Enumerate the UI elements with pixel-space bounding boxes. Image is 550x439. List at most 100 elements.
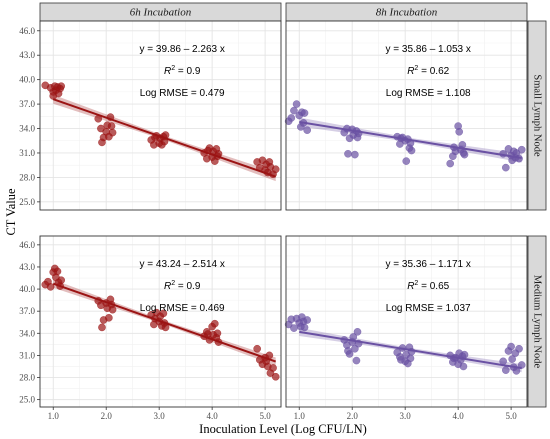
- y-tick-label: 34.0: [19, 124, 35, 134]
- data-point: [271, 165, 280, 174]
- data-point: [502, 366, 510, 374]
- y-tick-label: 34.0: [19, 328, 35, 338]
- y-tick-label: 37.0: [19, 306, 35, 316]
- data-point: [351, 150, 359, 159]
- data-point: [344, 149, 352, 158]
- data-point: [210, 319, 219, 328]
- data-point: [98, 323, 106, 332]
- r-squared: R2 = 0.62: [407, 65, 449, 77]
- y-tick-label: 40.0: [19, 75, 35, 85]
- regression-equation: y = 35.36 – 1.171 x: [386, 259, 471, 270]
- y-tick-label: 43.0: [19, 262, 35, 272]
- strip-top-label-1: 8h Incubation: [376, 7, 438, 19]
- data-point: [515, 344, 523, 353]
- data-point: [292, 100, 301, 108]
- data-point: [108, 305, 117, 314]
- x-tick-label: 2.0: [101, 411, 113, 421]
- data-point: [303, 126, 311, 134]
- y-tick-label: 25.0: [19, 197, 35, 207]
- data-point: [455, 127, 464, 136]
- data-point: [460, 350, 469, 359]
- x-tick-label: 4.0: [207, 411, 219, 421]
- data-point: [213, 329, 222, 338]
- data-point: [507, 342, 515, 351]
- data-point: [46, 283, 55, 291]
- data-point: [98, 138, 106, 147]
- panel-1: y = 35.86 – 1.053 x R2 = 0.62 Log RMSE = 1…: [284, 20, 528, 211]
- strip-right-1: [527, 235, 547, 408]
- strip-right-0: [527, 20, 547, 211]
- data-point: [344, 347, 352, 355]
- data-point: [290, 324, 298, 332]
- x-axis-title: Inoculation Level (Log CFU/LN): [199, 422, 367, 436]
- y-tick-label: 28.0: [19, 373, 35, 383]
- panel-border: [285, 20, 528, 211]
- strip-right-label-0: Small Lymph Node: [532, 74, 543, 157]
- x-tick-label: 2.0: [347, 411, 359, 421]
- regression-equation: y = 39.86 – 2.263 x: [140, 44, 225, 55]
- data-point: [517, 145, 526, 154]
- data-point: [57, 82, 65, 90]
- r-squared: R2 = 0.9: [164, 280, 201, 292]
- y-tick-label: 46.0: [19, 26, 35, 36]
- data-point: [303, 316, 311, 324]
- data-point: [253, 344, 261, 353]
- panel-border: [39, 235, 282, 408]
- regression-line: [299, 120, 522, 159]
- x-tick-label: 3.0: [154, 411, 166, 421]
- regression-line: [299, 330, 522, 370]
- x-tick-label: 1.0: [48, 411, 60, 421]
- data-point: [406, 354, 415, 363]
- data-point: [53, 267, 62, 276]
- data-point: [269, 364, 277, 372]
- data-point: [402, 157, 411, 165]
- regression-line: [52, 282, 277, 363]
- log-rmse: Log RMSE = 0.469: [140, 303, 225, 314]
- y-tick-label: 28.0: [19, 172, 35, 182]
- x-tick-label: 5.0: [505, 411, 517, 421]
- y-axis-title: CT Value: [4, 188, 18, 236]
- strip-top-label-0: 6h Incubation: [130, 7, 192, 19]
- x-tick-label: 1.0: [294, 411, 306, 421]
- data-point: [352, 356, 361, 365]
- regression-line: [52, 98, 277, 178]
- panel-bg: [286, 21, 527, 210]
- regression-equation: y = 35.86 – 1.053 x: [386, 44, 471, 55]
- data-point: [287, 114, 296, 122]
- panel-bg: [286, 236, 527, 407]
- x-tick-label: 5.0: [259, 411, 271, 421]
- y-tick-label: 31.0: [19, 350, 35, 360]
- y-tick-label: 43.0: [19, 50, 35, 60]
- data-point: [290, 106, 298, 115]
- panel-2: y = 43.24 – 2.514 x R2 = 0.9 Log RMSE = 0.…: [39, 235, 282, 408]
- x-tick-label: 3.0: [400, 411, 412, 421]
- panel-0: y = 39.86 – 2.263 x R2 = 0.9 Log RMSE = 0.…: [39, 20, 282, 211]
- y-tick-label: 25.0: [19, 395, 35, 405]
- log-rmse: Log RMSE = 0.479: [140, 88, 225, 99]
- data-point: [105, 314, 113, 322]
- panel-border: [39, 20, 282, 211]
- data-point: [517, 361, 526, 369]
- data-point: [351, 344, 359, 353]
- data-point: [460, 150, 469, 159]
- data-point: [108, 128, 117, 137]
- data-point: [446, 159, 454, 168]
- regression-equation: y = 43.24 – 2.514 x: [140, 259, 225, 270]
- data-point: [49, 92, 58, 100]
- data-point: [353, 328, 362, 336]
- log-rmse: Log RMSE = 1.037: [386, 303, 471, 314]
- r-squared: R2 = 0.9: [164, 65, 201, 77]
- data-point: [300, 323, 309, 332]
- panel-3: y = 35.36 – 1.171 x R2 = 0.65 Log RMSE = 1…: [284, 235, 528, 408]
- panel-border: [285, 235, 528, 408]
- data-point: [407, 146, 416, 155]
- data-point: [397, 356, 405, 364]
- y-tick-label: 31.0: [19, 148, 35, 158]
- data-point: [508, 355, 516, 363]
- y-tick-label: 40.0: [19, 284, 35, 294]
- strip-right-label-1: Medium Lymph Node: [532, 275, 543, 369]
- data-point: [300, 109, 309, 117]
- data-point: [271, 372, 280, 381]
- data-point: [502, 163, 510, 172]
